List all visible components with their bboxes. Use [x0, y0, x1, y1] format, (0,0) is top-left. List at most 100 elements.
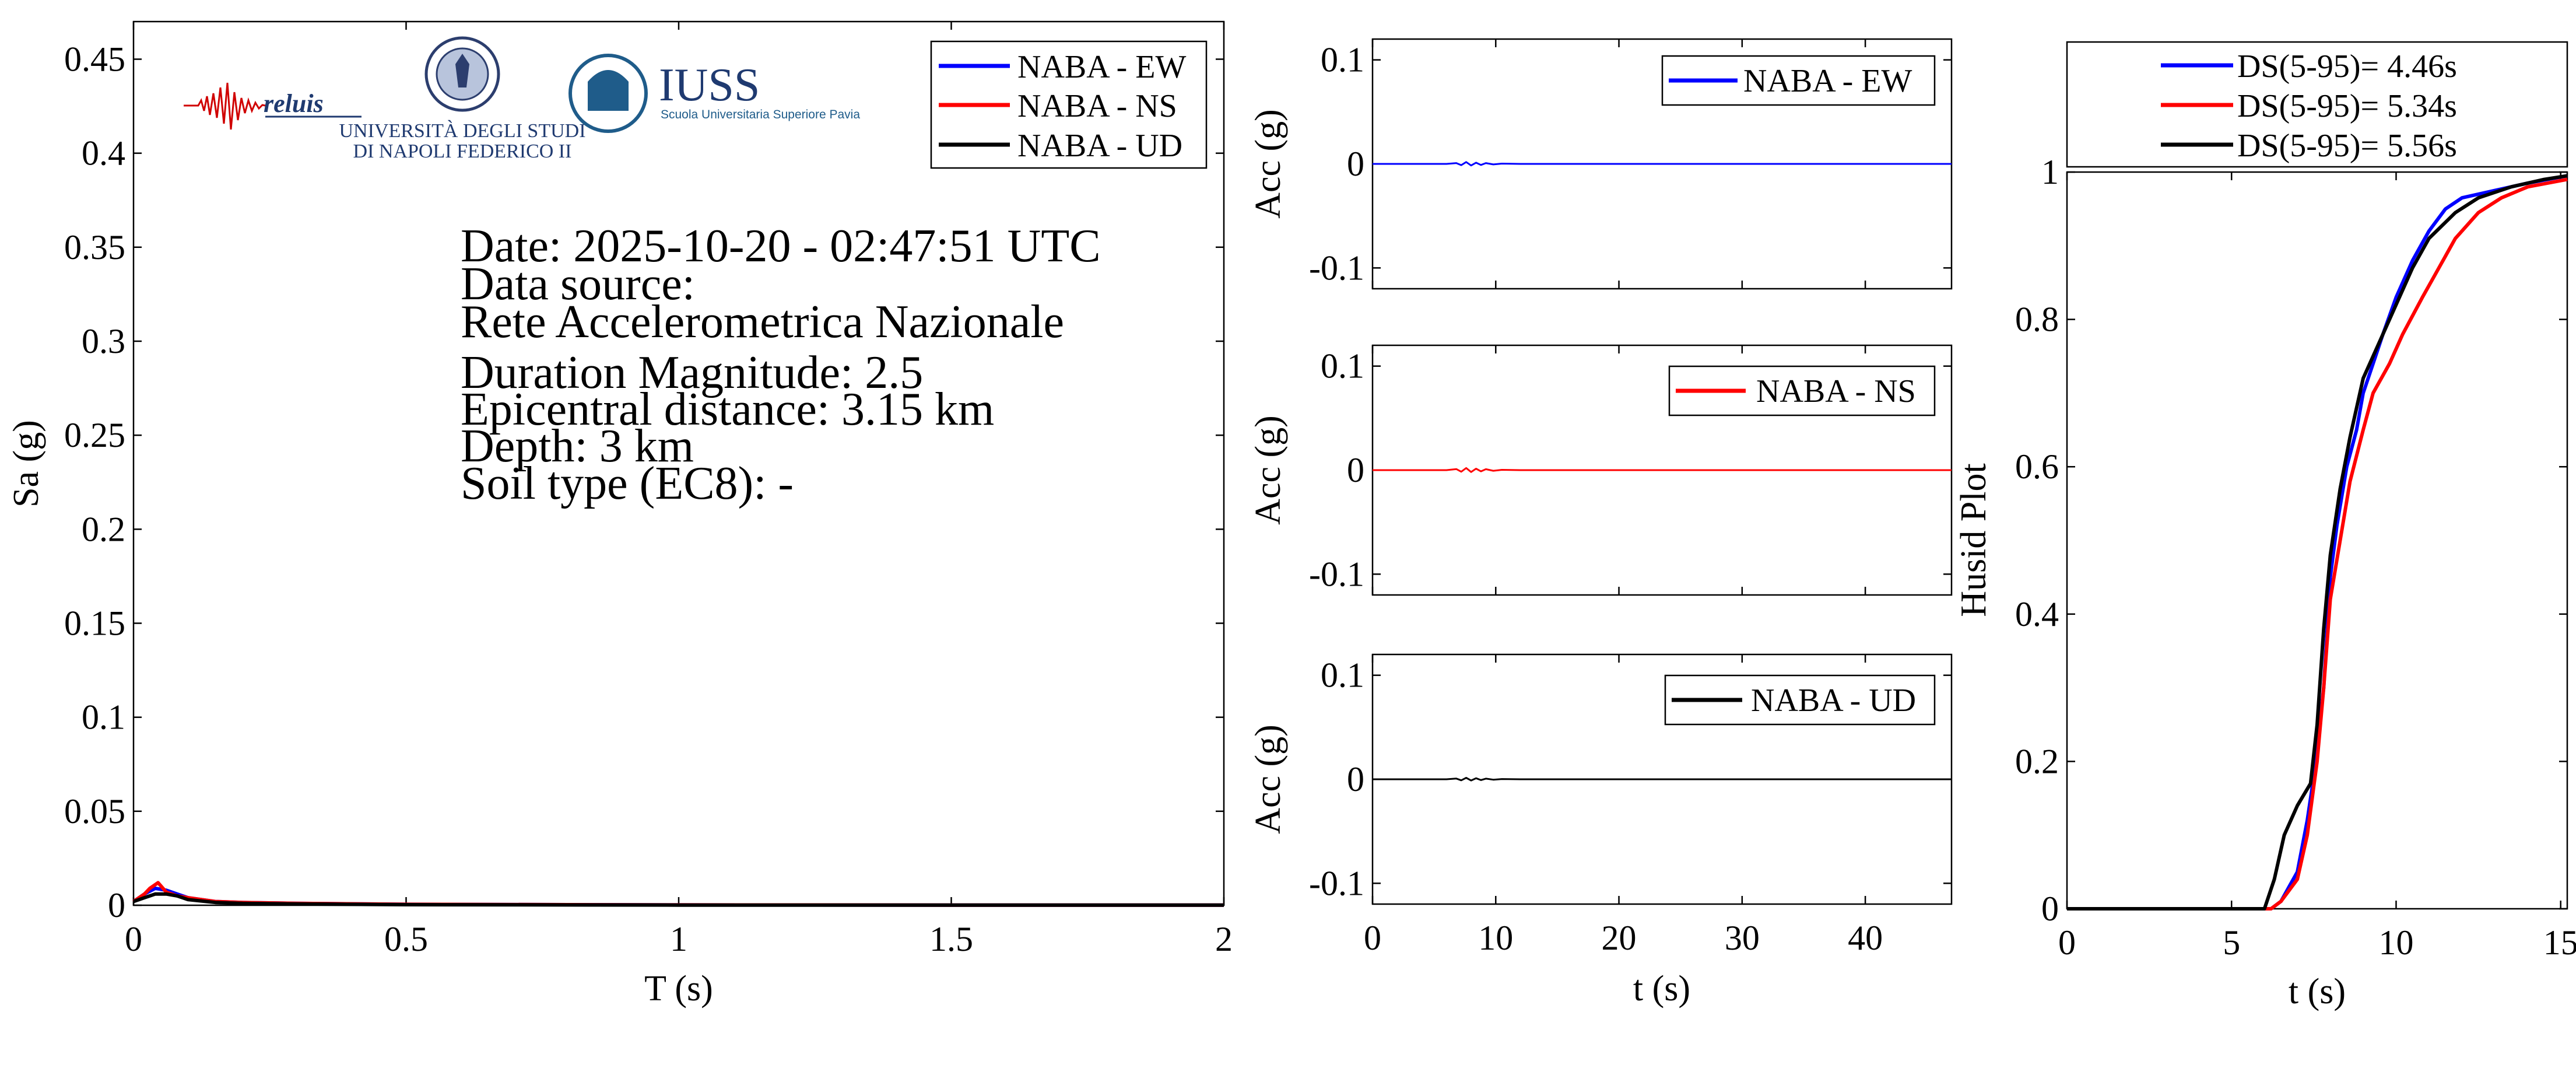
husid-axes-box: [2066, 171, 2568, 910]
acc_ud-xtick-label: 40: [1848, 919, 1883, 957]
acc-ud-legend: NABA - UD: [1664, 674, 1936, 726]
reluis-logo-text: reluis: [264, 89, 324, 118]
iuss-emblem-dome: [588, 70, 629, 82]
acc_ud-ytick-label: 0.1: [1321, 656, 1364, 695]
acc-ns-ylabel: Acc (g): [1248, 415, 1288, 525]
husid-ytick-label: 0.6: [2015, 447, 2059, 486]
info-soil: Soil type (EC8): -: [461, 458, 794, 509]
spectrum-series-2-line: [133, 892, 1224, 907]
acc_ud-xtick-label: 10: [1478, 919, 1513, 957]
acc_ew-ytick-label: 0: [1347, 145, 1364, 183]
spectrum-ytick-label: 0.25: [64, 416, 125, 454]
acc_ew-ytick-label: -0.1: [1309, 248, 1364, 287]
spectrum-ytick-label: 0.3: [82, 322, 125, 360]
unina-seal-figure: [455, 54, 469, 87]
acc-ud-x-ticks: 0 10 20 30 40: [1364, 654, 1883, 957]
acc-ud-ylabel: Acc (g): [1248, 724, 1288, 834]
spectrum-xtick-label: 0.5: [384, 920, 428, 958]
unina-logo: UNIVERSITÀ DEGLI STUDI DI NAPOLI FEDERIC…: [339, 36, 586, 162]
reluis-logo: reluis: [184, 82, 362, 130]
acc_ud-series-0-line: [1373, 777, 1952, 782]
acc-ud-xlabel: t (s): [1633, 969, 1690, 1009]
spectrum-xtick-label: 2: [1215, 920, 1233, 958]
legend-label-ud: NABA - UD: [1017, 128, 1182, 164]
info-depth: Depth: 3 km: [461, 421, 694, 472]
acc_ns-ytick-label: 0: [1347, 451, 1364, 489]
acc-ns-chart: -0.1 0 0.1 Acc (g) NABA - NS: [1248, 344, 1953, 596]
acc_ud-xtick-label: 0: [1364, 919, 1381, 957]
acc-ew-series-lines: [1373, 161, 1952, 167]
iuss-logo: IUSS Scuola Universitaria Superiore Pavi…: [568, 54, 860, 133]
info-magnitude: Duration Magnitude: 2.5: [461, 347, 923, 398]
husid-legend-label-ns: DS(5-95)= 5.34s: [2237, 88, 2457, 124]
acc_ns-series-0-line: [1373, 467, 1952, 473]
acc-ud-chart: -0.100.1 0 10 20 30 40 t (s) Acc (g) NABA - …: [1248, 653, 1953, 1009]
husid-ytick-label: 0: [2041, 890, 2059, 928]
spectrum-ytick-label: 0.05: [64, 792, 125, 831]
husid-series-1-line: [2067, 177, 2568, 911]
acc-ew-ylabel: Acc (g): [1248, 109, 1288, 219]
acc_ud-ytick-label: -0.1: [1309, 864, 1364, 902]
info-source-label: Data source:: [461, 258, 695, 310]
legend-label-ns: NABA - NS: [1017, 88, 1177, 124]
spectrum-xtick-label: 0: [125, 920, 142, 958]
spectrum-ytick-label: 0.35: [64, 228, 125, 267]
husid-x-ticks: 0 5 10 15: [2058, 172, 2576, 962]
spectrum-x-ticks: 0 0.5 1 1.5 2: [125, 22, 1233, 958]
spectrum-ytick-label: 0.45: [64, 40, 125, 78]
unina-logo-line1: UNIVERSITÀ DEGLI STUDI: [339, 120, 585, 142]
unina-logo-line2: DI NAPOLI FEDERICO II: [353, 141, 572, 162]
husid-xtick-label: 0: [2058, 923, 2076, 962]
spectrum-ytick-label: 0.4: [82, 134, 125, 173]
husid-ytick-label: 1: [2041, 153, 2059, 191]
husid-ytick-label: 0.4: [2015, 595, 2059, 633]
husid-chart: 0 0.2 0.4 0.6 0.8 1 0 5 10 15 t (s) Husid Plot D…: [1954, 41, 2576, 1011]
acc_ud-xtick-label: 20: [1602, 919, 1637, 957]
acc-ew-legend: NABA - EW: [1661, 55, 1936, 106]
iuss-emblem-building: [588, 82, 629, 111]
husid-xtick-label: 15: [2543, 923, 2576, 962]
spectrum-chart: 0 0.05 0.1 0.15 0.2 0.25 0.3 0.35 0.4 0.45 0 0.5 1 1…: [6, 20, 1233, 1009]
acc-ns-y-ticks: -0.1 0 0.1: [1309, 347, 1952, 593]
husid-xlabel: t (s): [2289, 972, 2346, 1011]
husid-ytick-label: 0.8: [2015, 300, 2059, 339]
spectrum-ytick-label: 0.15: [64, 604, 125, 642]
husid-xtick-label: 10: [2378, 923, 2413, 962]
acc-ew-x-ticks: [1371, 39, 1866, 289]
info-distance: Epicentral distance: 3.15 km: [461, 384, 994, 435]
husid-legend: DS(5-95)= 4.46s DS(5-95)= 5.34s DS(5-95)…: [2066, 41, 2568, 168]
spectrum-ytick-label: 0.1: [82, 698, 125, 737]
spectrum-ylabel: Sa (g): [6, 420, 46, 507]
acc_ud-xtick-label: 30: [1725, 919, 1760, 957]
info-date: Date: 2025-10-20 - 02:47:51 UTC: [461, 220, 1101, 272]
husid-series-lines: [2067, 174, 2568, 911]
acc_ew-ytick-label: 0.1: [1321, 41, 1364, 79]
legend-label-ew: NABA - EW: [1017, 49, 1186, 85]
acc-ew-chart: -0.1 0 0.1 Acc (g) NABA - EW: [1248, 38, 1953, 290]
husid-legend-label-ew: DS(5-95)= 4.46s: [2237, 48, 2457, 85]
info-source-value: Rete Accelerometrica Nazionale: [461, 296, 1064, 348]
spectrum-ytick-label: 0: [108, 886, 125, 925]
acc-ns-x-ticks: [1371, 345, 1866, 595]
acc_ew-series-0-line: [1373, 161, 1952, 167]
acc-ud-y-ticks: -0.1 0 0.1: [1309, 656, 1952, 902]
acc_ns-ytick-label: 0.1: [1321, 347, 1364, 386]
spectrum-xtick-label: 1.5: [929, 920, 973, 958]
husid-xtick-label: 5: [2223, 923, 2240, 962]
acc-ud-legend-label: NABA - UD: [1751, 682, 1916, 719]
spectrum-legend: NABA - EW NABA - NS NABA - UD: [930, 40, 1208, 169]
acc_ns-ytick-label: -0.1: [1309, 555, 1364, 593]
husid-series-2-line: [2067, 174, 2568, 911]
spectrum-y-ticks: 0 0.05 0.1 0.15 0.2 0.25 0.3 0.35 0.4 0.45: [64, 40, 1224, 925]
husid-ylabel: Husid Plot: [1954, 463, 1994, 617]
acc-ns-legend: NABA - NS: [1668, 365, 1936, 416]
husid-ytick-label: 0.2: [2015, 742, 2059, 780]
acc-ns-legend-label: NABA - NS: [1756, 373, 1916, 409]
acc_ud-ytick-label: 0: [1347, 760, 1364, 799]
iuss-logo-title: IUSS: [659, 59, 760, 111]
acc-ew-legend-label: NABA - EW: [1743, 63, 1912, 99]
husid-legend-box: [2066, 41, 2568, 168]
spectrum-xlabel: T (s): [644, 969, 713, 1009]
iuss-logo-subtitle: Scuola Universitaria Superiore Pavia: [661, 108, 860, 121]
